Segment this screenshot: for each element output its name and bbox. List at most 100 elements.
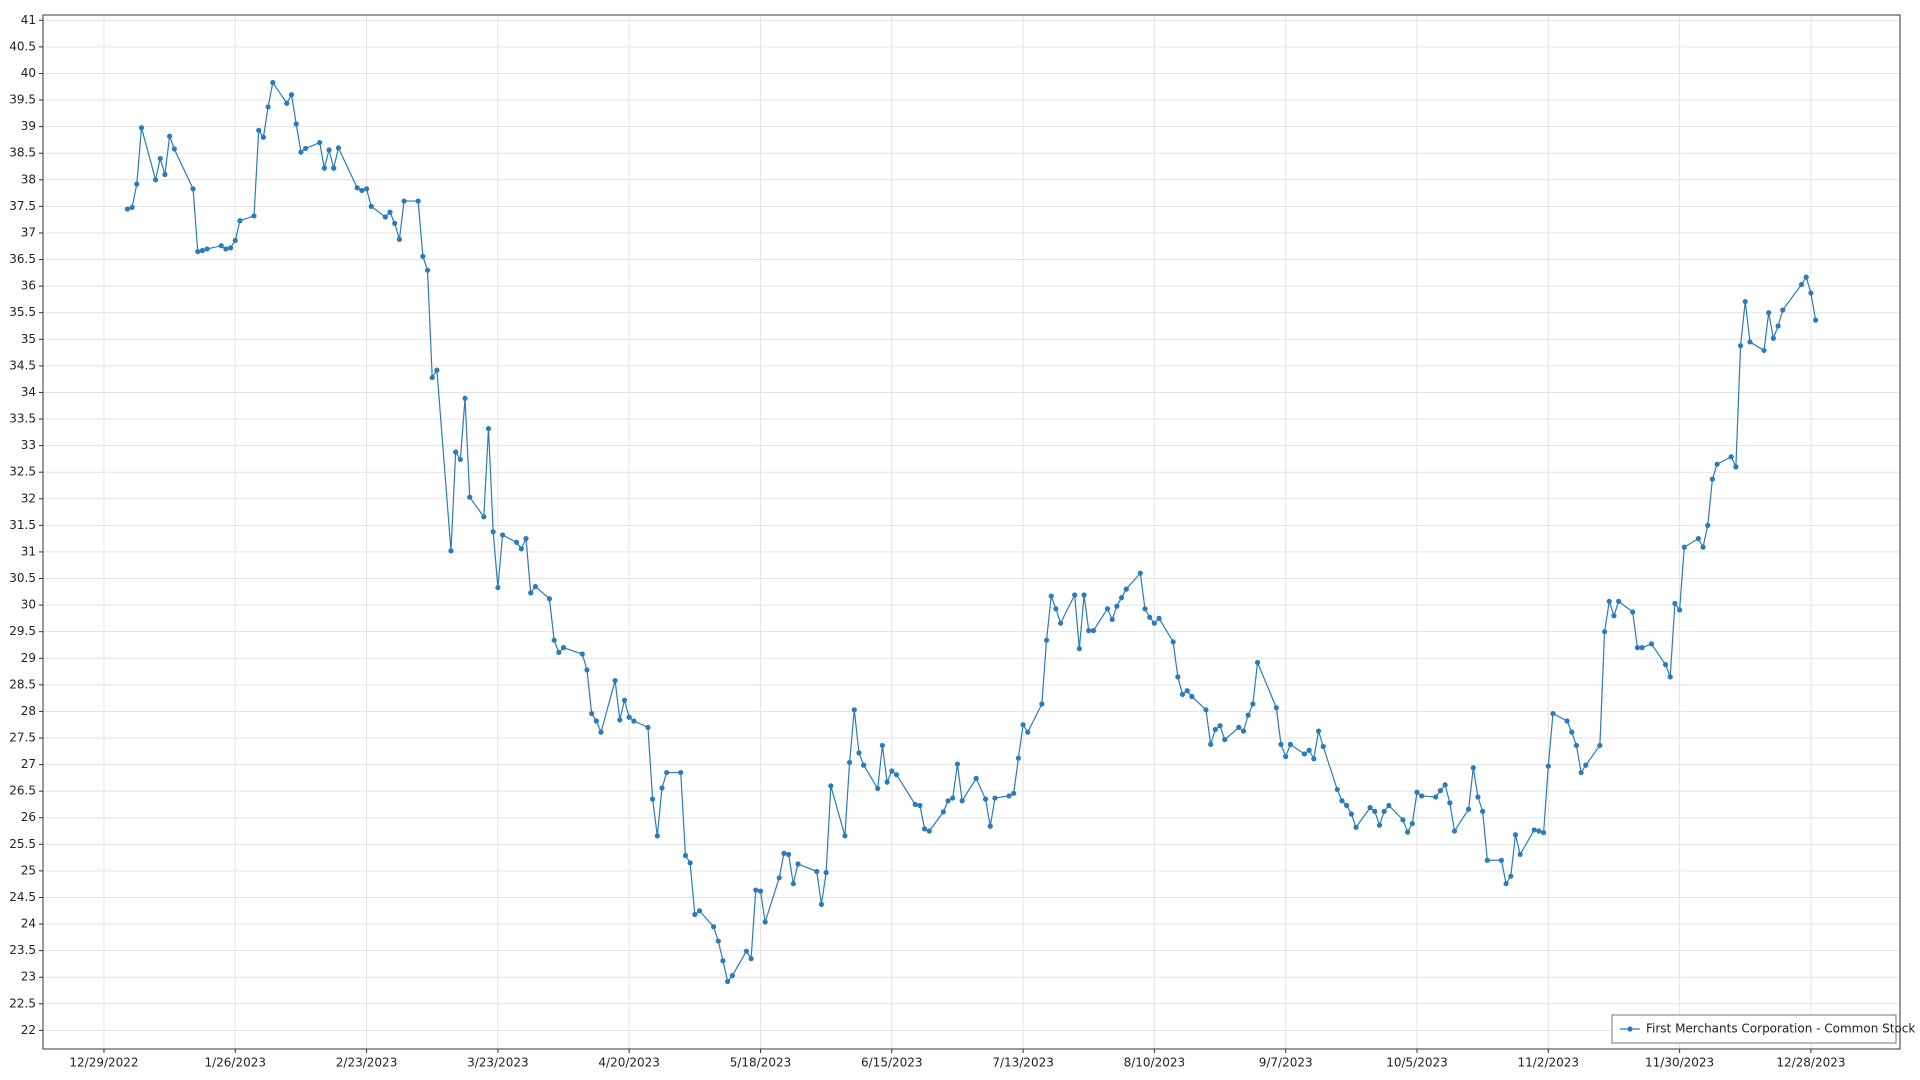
data-point — [1212, 726, 1218, 733]
data-point — [467, 494, 473, 500]
data-point — [424, 267, 431, 273]
data-point — [453, 449, 459, 455]
data-point — [1536, 828, 1542, 834]
data-point — [1137, 570, 1143, 576]
data-point — [959, 798, 965, 804]
data-point — [1184, 688, 1190, 694]
data-point — [1109, 616, 1115, 623]
data-point — [593, 718, 599, 724]
y-tick-label: 24 — [21, 917, 36, 931]
data-point — [1208, 741, 1214, 747]
data-point — [392, 220, 398, 226]
y-tick-label: 30 — [21, 598, 36, 612]
data-point — [1311, 756, 1317, 762]
data-point — [725, 978, 731, 985]
data-point — [1015, 755, 1021, 761]
data-point — [1812, 317, 1819, 323]
x-tick-label: 2/23/2023 — [336, 1056, 398, 1070]
y-tick-label: 27.5 — [9, 731, 36, 745]
data-point — [1254, 659, 1261, 666]
legend-marker — [1627, 1026, 1633, 1032]
data-point — [589, 710, 595, 717]
data-point — [748, 956, 754, 962]
data-point — [1203, 707, 1209, 713]
data-point — [1189, 693, 1195, 700]
data-point — [875, 785, 881, 792]
data-point — [1142, 606, 1148, 612]
y-tick-label: 22 — [21, 1023, 36, 1037]
data-point — [1808, 290, 1814, 296]
data-point — [1564, 718, 1570, 724]
data-point — [1057, 620, 1064, 626]
data-point — [1737, 343, 1744, 349]
y-tick-label: 29.5 — [9, 624, 36, 638]
data-point — [851, 707, 857, 713]
data-point — [1114, 603, 1120, 609]
y-tick-label: 37.5 — [9, 199, 36, 213]
legend: First Merchants Corporation - Common Sto… — [1611, 1014, 1915, 1044]
data-point — [1742, 298, 1748, 305]
data-point — [1011, 790, 1017, 796]
data-point — [1039, 701, 1045, 707]
data-point — [1245, 712, 1251, 718]
data-point — [973, 775, 979, 782]
data-point — [1020, 722, 1026, 728]
data-point — [162, 171, 168, 178]
data-point — [1104, 606, 1111, 612]
data-point — [167, 133, 173, 139]
data-point — [1780, 307, 1786, 313]
data-point — [659, 785, 665, 791]
data-point — [499, 532, 506, 538]
data-point — [1090, 628, 1097, 634]
data-point — [335, 145, 342, 151]
data-point — [490, 529, 496, 535]
data-point — [1662, 662, 1669, 668]
data-point — [945, 798, 951, 804]
data-point — [753, 887, 759, 893]
y-tick-label: 39.5 — [9, 93, 36, 107]
data-point — [893, 772, 900, 778]
data-point — [434, 367, 440, 373]
data-point — [710, 924, 717, 930]
data-point — [584, 667, 590, 673]
y-tick-label: 22.5 — [9, 996, 36, 1010]
data-point — [1419, 793, 1425, 799]
data-point — [1728, 454, 1734, 460]
data-point — [1006, 793, 1012, 799]
y-tick-label: 27 — [21, 757, 36, 771]
data-point — [1470, 765, 1476, 771]
x-tick-label: 12/29/2022 — [69, 1056, 138, 1070]
data-point — [842, 833, 848, 839]
data-point — [1766, 310, 1772, 316]
y-tick-label: 31 — [21, 544, 36, 558]
data-point — [556, 649, 562, 656]
data-point — [251, 213, 257, 219]
data-point — [1072, 592, 1078, 598]
data-point — [1648, 641, 1655, 647]
y-tick-label: 25 — [21, 863, 36, 877]
y-tick-label: 40 — [21, 66, 36, 80]
data-point — [138, 125, 145, 131]
data-point — [1076, 646, 1082, 652]
data-point — [1179, 691, 1186, 698]
x-tick-label: 11/30/2023 — [1645, 1056, 1714, 1070]
data-point — [1306, 747, 1312, 753]
y-tick-label: 28.5 — [9, 677, 36, 691]
data-point — [1616, 598, 1622, 604]
data-point — [321, 165, 327, 171]
data-point — [682, 852, 689, 859]
data-point — [359, 187, 365, 194]
data-point — [1480, 808, 1486, 814]
data-point — [846, 759, 853, 766]
y-tick-label: 31.5 — [9, 518, 36, 532]
data-point — [448, 548, 454, 554]
data-point — [1531, 827, 1537, 833]
data-point — [917, 802, 923, 809]
data-point — [912, 801, 918, 808]
data-point — [1672, 600, 1678, 607]
data-point — [1606, 598, 1612, 604]
data-point — [856, 750, 862, 756]
data-point — [715, 938, 721, 944]
data-point — [532, 583, 538, 590]
